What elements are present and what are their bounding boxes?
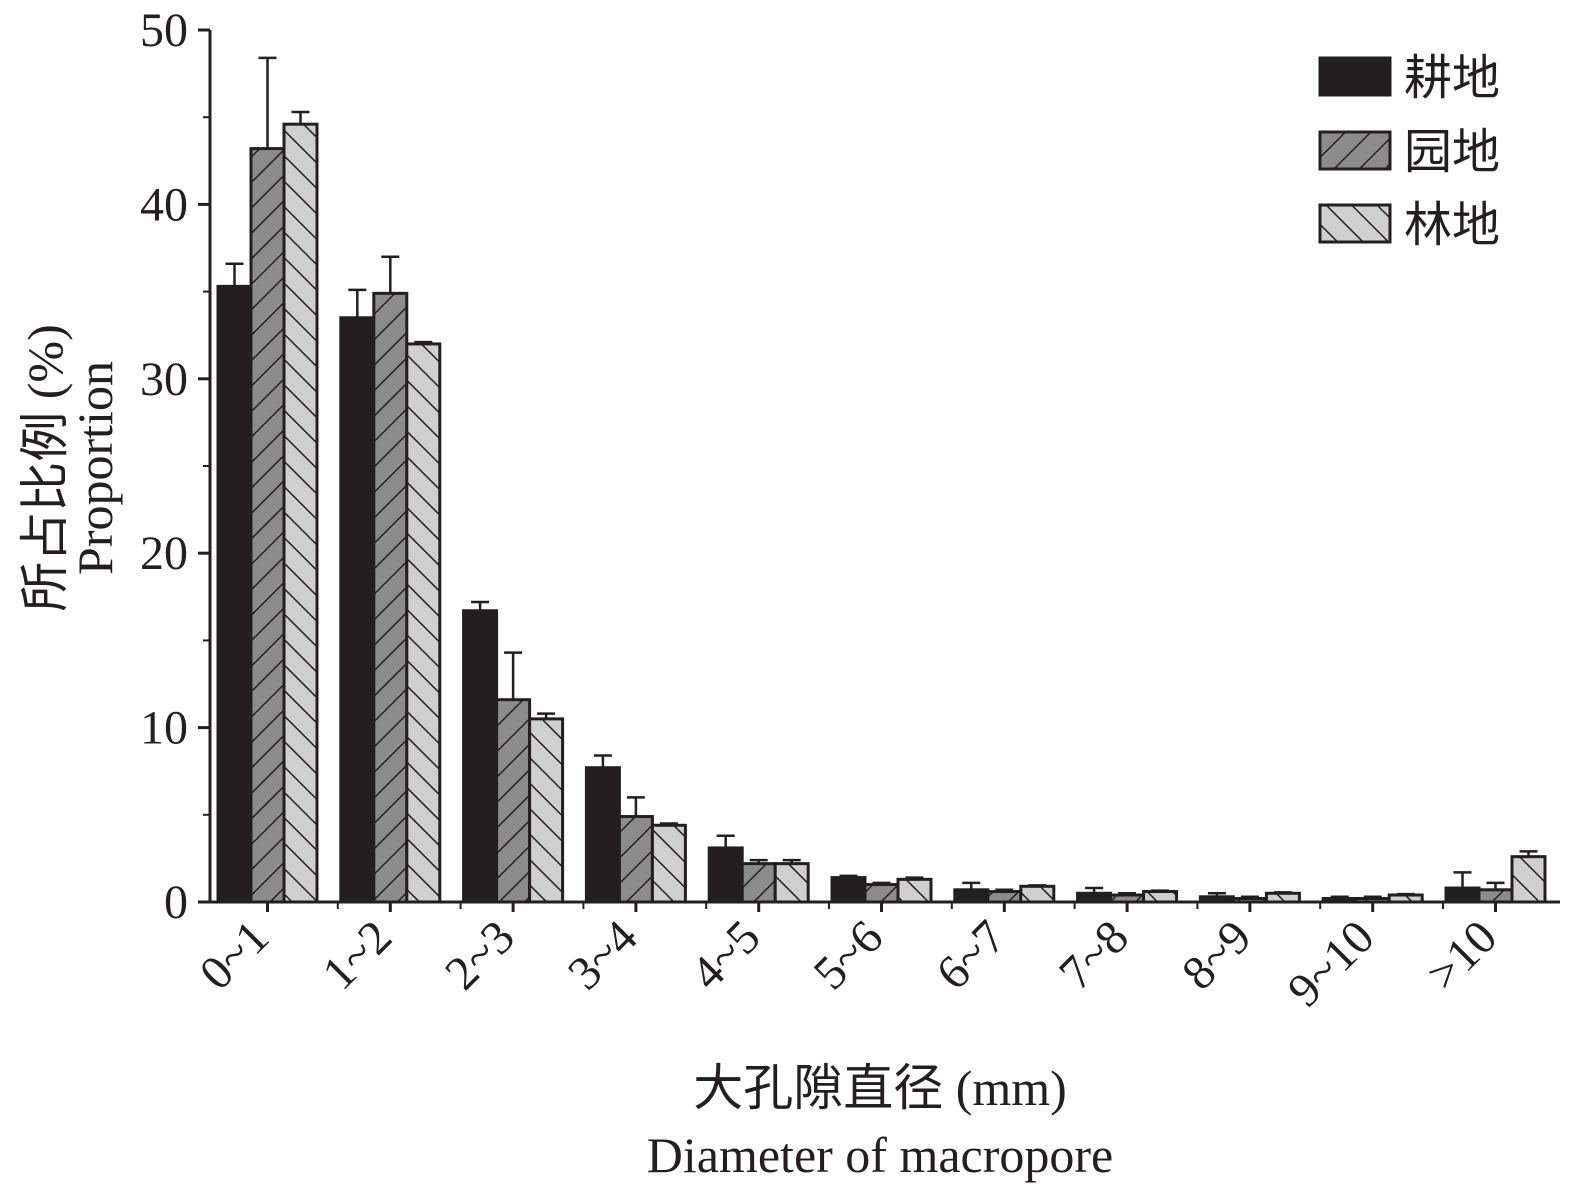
x-tick-label: 4~5	[681, 910, 771, 1000]
bar-3-7	[1019, 884, 1056, 904]
y-axis-ticks: 0 10 20 30 40 50	[140, 4, 210, 929]
bar-1-7	[953, 888, 990, 904]
x-tick-label: 3~4	[558, 910, 648, 1000]
bar-2-5	[740, 862, 777, 904]
legend-label-cultivated: 耕地	[1404, 50, 1500, 106]
bar-3-3	[528, 717, 565, 904]
legend-swatch-orchard	[1318, 130, 1392, 171]
x-tick-label: 2~3	[435, 910, 525, 1000]
bar-1-4	[584, 766, 621, 904]
x-axis-title-en: Diameter of macropore	[647, 1127, 1113, 1183]
bar-3-4	[650, 823, 687, 904]
bar-2-11	[1477, 888, 1514, 904]
x-tick-label: >10	[1417, 910, 1508, 1001]
bar-3-11	[1510, 855, 1547, 904]
legend: 耕地 园地 林地	[1318, 50, 1500, 253]
y-tick-label: 40	[140, 178, 188, 231]
bar-3-5	[773, 862, 810, 904]
bar-2-7	[986, 890, 1023, 904]
legend-swatch-cultivated	[1318, 56, 1392, 97]
bar-3-6	[896, 877, 933, 904]
bar-1-3	[462, 609, 499, 904]
y-axis-title: 所占比例 (%)	[17, 324, 73, 611]
y-axis-title-en: Proportion	[67, 361, 123, 575]
x-tick-label: 5~6	[803, 910, 893, 1000]
bar-1-11	[1444, 886, 1481, 904]
legend-label-orchard: 园地	[1404, 124, 1500, 180]
bar-1-5	[707, 846, 744, 904]
x-tick-label: 6~7	[926, 910, 1016, 1000]
bar-3-8	[1142, 890, 1179, 904]
y-tick-label: 30	[140, 353, 188, 406]
bar-1-1	[216, 284, 253, 904]
y-tick-label: 0	[164, 876, 188, 929]
bar-2-2	[372, 291, 409, 904]
bar-2-1	[249, 147, 286, 904]
legend-swatch-forest	[1318, 203, 1392, 244]
x-tick-label: 8~9	[1172, 910, 1262, 1000]
legend-label-forest: 林地	[1404, 197, 1500, 253]
x-tick-label: 7~8	[1049, 910, 1139, 1000]
bar-2-3	[495, 698, 532, 904]
x-tick-label: 0~1	[189, 910, 279, 1000]
x-axis-title: 大孔隙直径 (mm)	[693, 1060, 1067, 1116]
bar-1-6	[830, 876, 867, 904]
x-tick-label: 1~2	[312, 910, 402, 1000]
y-tick-label: 10	[140, 702, 188, 755]
plot-area	[216, 56, 1547, 904]
y-tick-label: 50	[140, 4, 188, 57]
bar-2-6	[863, 883, 900, 904]
bar-2-4	[617, 815, 654, 904]
y-tick-label: 20	[140, 527, 188, 580]
bar-1-2	[339, 316, 376, 904]
x-axis-ticks: 0~1 1~2 2~3 3~4 4~5 5~6 6~7 7~8 8~9 9~10 >10	[189, 902, 1507, 1017]
bar-3-1	[282, 122, 319, 904]
x-tick-label: 9~10	[1278, 910, 1385, 1017]
bar-3-2	[405, 342, 442, 904]
